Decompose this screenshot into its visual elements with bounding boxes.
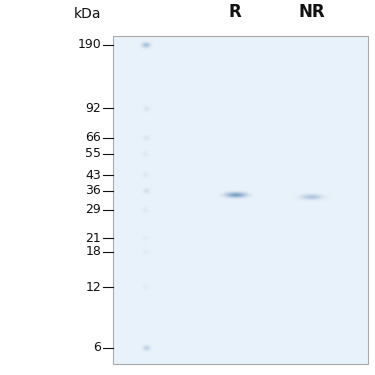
- Text: 6: 6: [93, 342, 101, 354]
- Text: NR: NR: [298, 3, 325, 21]
- Text: 190: 190: [78, 38, 101, 51]
- Text: 12: 12: [86, 280, 101, 294]
- Text: 66: 66: [86, 131, 101, 144]
- Text: R: R: [228, 3, 241, 21]
- FancyBboxPatch shape: [112, 36, 368, 364]
- Text: 36: 36: [86, 184, 101, 197]
- Text: 92: 92: [86, 102, 101, 115]
- Text: 55: 55: [85, 147, 101, 160]
- Text: kDa: kDa: [74, 7, 101, 21]
- Text: 21: 21: [86, 231, 101, 244]
- Text: 18: 18: [86, 245, 101, 258]
- Text: 43: 43: [86, 169, 101, 182]
- Text: 29: 29: [86, 203, 101, 216]
